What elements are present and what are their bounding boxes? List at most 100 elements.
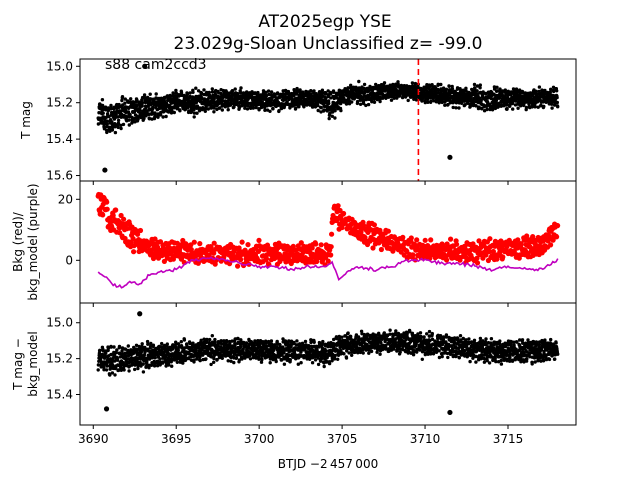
data-point bbox=[103, 108, 108, 112]
data-point bbox=[439, 82, 443, 87]
data-point-bkg bbox=[110, 212, 116, 219]
data-point bbox=[146, 96, 150, 100]
data-point bbox=[110, 371, 115, 375]
data-point bbox=[233, 344, 237, 348]
data-point bbox=[531, 92, 536, 96]
data-point bbox=[409, 345, 414, 349]
data-point bbox=[361, 101, 366, 106]
data-point bbox=[464, 86, 468, 91]
figure-title-line1: AT2025egp YSE bbox=[258, 12, 391, 32]
data-point bbox=[350, 353, 354, 357]
data-point bbox=[192, 107, 196, 112]
data-point bbox=[178, 109, 182, 113]
data-point bbox=[139, 349, 144, 354]
data-point bbox=[295, 339, 299, 343]
data-point bbox=[354, 89, 359, 93]
data-point bbox=[529, 97, 534, 101]
data-point bbox=[450, 87, 455, 91]
data-point bbox=[232, 360, 236, 365]
y-axis-label-middle: Bkg (red)/ bbox=[11, 211, 25, 272]
data-point bbox=[330, 114, 334, 119]
data-point bbox=[136, 115, 140, 119]
data-point bbox=[372, 100, 377, 105]
data-point bbox=[335, 336, 339, 341]
data-point bbox=[309, 338, 313, 342]
data-point bbox=[358, 102, 363, 107]
data-point-bkg bbox=[325, 258, 331, 264]
data-point bbox=[164, 359, 168, 363]
data-point bbox=[140, 101, 145, 105]
data-point bbox=[219, 339, 223, 343]
data-point-bkg bbox=[422, 237, 428, 243]
data-point bbox=[120, 349, 124, 353]
data-point bbox=[366, 102, 371, 107]
data-point bbox=[510, 101, 515, 106]
data-point bbox=[141, 370, 146, 374]
data-point bbox=[414, 98, 419, 102]
data-point bbox=[203, 109, 207, 114]
data-point-bkg bbox=[337, 207, 343, 214]
data-point bbox=[167, 360, 171, 364]
data-point bbox=[325, 355, 329, 360]
data-point bbox=[392, 347, 396, 351]
data-point bbox=[437, 355, 442, 360]
data-point bbox=[537, 85, 542, 89]
data-point bbox=[147, 112, 151, 117]
data-point bbox=[489, 96, 494, 101]
data-point bbox=[129, 348, 133, 352]
data-point bbox=[212, 360, 216, 364]
data-point bbox=[357, 79, 361, 84]
data-point bbox=[375, 97, 379, 102]
data-point bbox=[323, 342, 328, 346]
data-point bbox=[321, 339, 325, 344]
data-point bbox=[130, 361, 135, 365]
data-point bbox=[361, 95, 365, 99]
data-point-bkg bbox=[341, 210, 347, 217]
data-point bbox=[420, 350, 425, 354]
data-point bbox=[223, 105, 227, 109]
data-point bbox=[148, 344, 153, 348]
data-point bbox=[339, 101, 343, 106]
data-point bbox=[136, 366, 140, 371]
data-point bbox=[215, 357, 219, 362]
data-point bbox=[533, 105, 537, 109]
data-point bbox=[518, 88, 522, 92]
data-point bbox=[263, 105, 267, 110]
data-point bbox=[170, 109, 174, 113]
data-point bbox=[229, 359, 233, 363]
data-point bbox=[142, 116, 146, 121]
data-point bbox=[96, 368, 100, 372]
data-point bbox=[494, 98, 499, 103]
data-point bbox=[316, 108, 320, 113]
data-point bbox=[149, 341, 153, 346]
data-point bbox=[104, 368, 109, 372]
data-point bbox=[324, 349, 328, 353]
data-point bbox=[264, 341, 268, 345]
data-point bbox=[394, 329, 398, 333]
data-point bbox=[98, 348, 102, 352]
data-point bbox=[341, 338, 345, 343]
data-point-bkg bbox=[408, 235, 414, 241]
data-point bbox=[498, 87, 502, 91]
data-point bbox=[350, 100, 354, 104]
data-point bbox=[143, 350, 147, 355]
data-point bbox=[238, 344, 243, 349]
data-point-bkg bbox=[314, 258, 320, 265]
data-point bbox=[151, 343, 156, 347]
data-point bbox=[145, 339, 150, 344]
data-point bbox=[425, 332, 429, 336]
data-point bbox=[322, 364, 326, 369]
data-point bbox=[348, 344, 352, 348]
y-tick-label: 15.2 bbox=[46, 96, 73, 110]
data-point bbox=[192, 358, 196, 362]
data-point bbox=[179, 90, 184, 95]
data-point bbox=[292, 88, 296, 92]
data-point bbox=[319, 110, 323, 114]
data-point bbox=[355, 341, 359, 346]
data-point bbox=[151, 105, 155, 110]
data-point bbox=[264, 94, 269, 98]
data-point bbox=[158, 357, 162, 361]
data-point bbox=[185, 92, 190, 96]
data-point bbox=[461, 90, 466, 95]
data-point bbox=[281, 337, 285, 341]
